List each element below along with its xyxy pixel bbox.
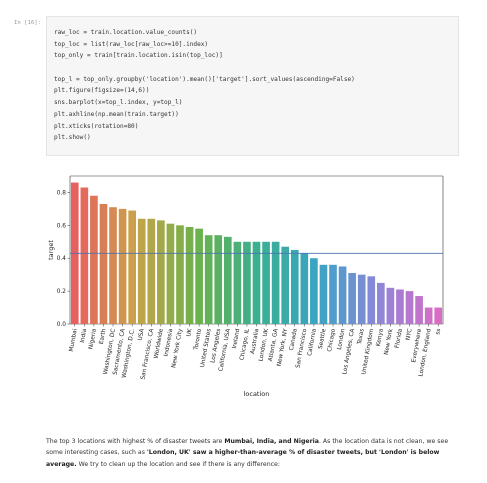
x-tick-label: Australia xyxy=(250,328,260,355)
cell-prompt: In [16]: xyxy=(14,20,41,26)
code-editor[interactable]: raw_loc = train.location.value_counts()t… xyxy=(54,27,355,144)
chart-bar xyxy=(386,287,395,324)
x-tick-label: ss xyxy=(435,328,442,335)
y-tick-label: 0.6 xyxy=(57,223,67,229)
markdown-text-1: The top 3 locations with highest % of di… xyxy=(46,438,225,445)
chart-bar xyxy=(243,241,251,324)
x-tick-label: Los Angeles xyxy=(210,328,222,363)
code-line: plt.figure(figsize=(14,6)) xyxy=(54,87,150,95)
x-tick-label: New York xyxy=(384,328,395,356)
chart-bar xyxy=(319,264,328,324)
code-line: top_only = train[train.location.isin(top… xyxy=(54,52,223,60)
code-line: plt.xticks(rotation=80) xyxy=(54,122,139,130)
chart-bar xyxy=(329,264,337,324)
chart-bar xyxy=(147,218,156,324)
chart-bar xyxy=(281,246,290,324)
x-tick-label: Toronto xyxy=(193,328,203,352)
x-tick-label: Florida xyxy=(395,328,404,349)
chart-bar xyxy=(128,210,136,324)
code-line: raw_loc = train.location.value_counts() xyxy=(54,29,198,36)
chart-bar xyxy=(415,296,423,324)
y-tick-label: 0.2 xyxy=(57,289,67,295)
markdown-bold-2: 'London, UK' saw a higher-than-average %… xyxy=(46,449,440,468)
chart-bar xyxy=(424,307,433,324)
chart-bar xyxy=(233,241,242,324)
chart-bar xyxy=(434,307,443,324)
x-tick-label: Texas xyxy=(357,328,366,346)
x-tick-label: Canada xyxy=(289,328,299,351)
x-tick-label: Chicago xyxy=(327,328,337,352)
x-tick-label: Everywhere xyxy=(411,328,423,363)
x-tick-label: Earth xyxy=(99,328,108,345)
x-tick-label: Nigeria xyxy=(88,328,98,350)
y-tick-label: 0.8 xyxy=(57,190,67,196)
code-line: plt.axhline(np.mean(train.target)) xyxy=(54,110,179,118)
x-tick-label: Kenya xyxy=(376,328,385,347)
x-tick-label: Mumbai xyxy=(69,328,79,352)
chart-bar xyxy=(290,250,299,324)
chart-bar xyxy=(377,282,385,324)
x-tick-label: USA xyxy=(138,328,146,341)
x-tick-label: London xyxy=(337,328,347,350)
markdown-cell: The top 3 locations with highest % of di… xyxy=(46,436,456,470)
code-cell[interactable]: raw_loc = train.location.value_counts()t… xyxy=(46,16,459,156)
chart-bar xyxy=(357,274,366,324)
chart-bar xyxy=(90,195,98,324)
cell-output: Mumbai India Nigeria Earth Washington, DC Sac… xyxy=(46,170,459,405)
x-tick-label: Atlanta, GA xyxy=(268,328,280,362)
x-tick-label: Seattle xyxy=(318,328,328,350)
code-line: top_l = top_only.groupby('location').mea… xyxy=(54,75,355,83)
chart-bar xyxy=(80,187,89,324)
chart-bar xyxy=(109,207,117,324)
chart-bar xyxy=(176,225,184,324)
y-axis-label: target xyxy=(47,240,55,260)
chart-bar xyxy=(157,220,165,324)
chart-bar xyxy=(310,258,318,324)
x-tick-label: NYC xyxy=(406,328,414,340)
markdown-text-2: . As the location data is not clean, we … xyxy=(46,438,449,457)
code-line: sns.barplot(x=top_l.index, y=top_l) xyxy=(54,99,183,107)
x-tick-label: UK xyxy=(186,328,193,337)
chart-bar xyxy=(99,203,108,324)
chart-bar xyxy=(348,273,356,324)
chart-bar xyxy=(223,236,232,324)
chart-bar xyxy=(367,276,376,324)
chart-bar xyxy=(300,253,309,324)
chart-bar xyxy=(118,208,127,324)
chart-bar xyxy=(204,235,213,324)
chart-bar xyxy=(271,241,280,324)
y-tick-label: 0.4 xyxy=(57,256,67,262)
chart-bar xyxy=(338,266,347,324)
chart-bar xyxy=(396,289,404,324)
chart-bar xyxy=(262,241,270,324)
x-tick-label: Worldwide xyxy=(154,328,165,359)
code-line: top_loc = list(raw_loc[raw_loc>=10].inde… xyxy=(54,40,209,48)
x-tick-label: California xyxy=(307,328,318,357)
chart-bar xyxy=(166,223,175,324)
markdown-text-3: We try to clean up the location and see … xyxy=(76,460,280,468)
chart-bar xyxy=(252,241,261,324)
markdown-bold-1: Mumbai, India, and Nigeria xyxy=(224,438,319,445)
chart-bar xyxy=(185,226,194,324)
chart-bar xyxy=(137,218,146,324)
chart-bar xyxy=(195,228,203,324)
x-tick-label: Ireland xyxy=(232,328,241,349)
x-tick-label: Indonesia xyxy=(164,328,175,357)
chart-bar xyxy=(214,235,223,324)
y-tick-label: 0.0 xyxy=(57,322,67,328)
x-axis-label: location xyxy=(244,390,270,398)
x-tick-label: London, UK xyxy=(258,328,270,362)
chart-bar xyxy=(405,291,414,324)
x-tick-label: India xyxy=(80,328,88,343)
x-tick-label: Chicago, IL xyxy=(239,328,251,361)
code-line xyxy=(54,62,355,74)
code-line: plt.show() xyxy=(54,134,91,142)
